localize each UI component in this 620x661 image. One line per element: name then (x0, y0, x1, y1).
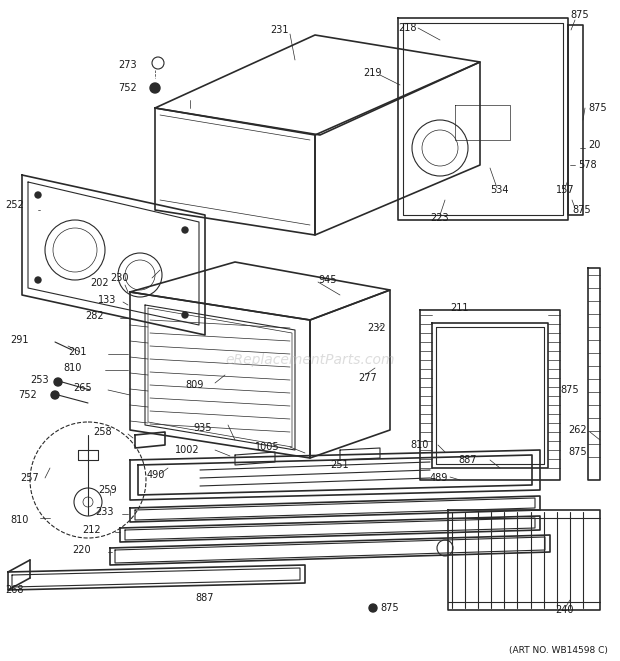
Text: 233: 233 (95, 507, 113, 517)
Text: (ART NO. WB14598 C): (ART NO. WB14598 C) (509, 646, 608, 654)
Circle shape (150, 83, 160, 93)
Text: 810: 810 (410, 440, 428, 450)
Circle shape (369, 604, 377, 612)
Text: 752: 752 (18, 390, 37, 400)
Text: 20: 20 (588, 140, 600, 150)
Text: 268: 268 (5, 585, 24, 595)
Text: 875: 875 (560, 385, 578, 395)
Text: 1002: 1002 (175, 445, 200, 455)
Text: 489: 489 (430, 473, 448, 483)
Text: 219: 219 (363, 68, 381, 78)
Text: 875: 875 (572, 205, 591, 215)
Text: 875: 875 (568, 447, 587, 457)
Text: 887: 887 (195, 593, 213, 603)
Text: 1005: 1005 (255, 442, 280, 452)
Text: 211: 211 (450, 303, 469, 313)
Text: 875: 875 (588, 103, 606, 113)
Text: 202: 202 (90, 278, 108, 288)
Text: 157: 157 (556, 185, 575, 195)
Text: 490: 490 (147, 470, 166, 480)
Circle shape (35, 192, 41, 198)
Text: 810: 810 (10, 515, 29, 525)
Text: 252: 252 (5, 200, 24, 210)
Text: 258: 258 (93, 427, 112, 437)
Circle shape (182, 227, 188, 233)
Text: 265: 265 (73, 383, 92, 393)
Text: 282: 282 (85, 311, 104, 321)
Text: 231: 231 (270, 25, 288, 35)
Text: 578: 578 (578, 160, 596, 170)
Text: 291: 291 (10, 335, 29, 345)
Text: 133: 133 (98, 295, 117, 305)
Text: 262: 262 (568, 425, 587, 435)
Text: 809: 809 (185, 380, 203, 390)
Text: 534: 534 (490, 185, 508, 195)
Text: 201: 201 (68, 347, 87, 357)
Text: 277: 277 (358, 373, 377, 383)
Text: 875: 875 (380, 603, 399, 613)
Text: 212: 212 (82, 525, 100, 535)
Circle shape (51, 391, 59, 399)
Text: 257: 257 (20, 473, 38, 483)
Text: 259: 259 (98, 485, 117, 495)
Text: 273: 273 (118, 60, 136, 70)
Circle shape (54, 378, 62, 386)
Text: 218: 218 (398, 23, 417, 33)
Text: 945: 945 (318, 275, 337, 285)
Text: 935: 935 (193, 423, 211, 433)
Text: eReplacementParts.com: eReplacementParts.com (225, 353, 395, 367)
Text: 752: 752 (118, 83, 137, 93)
Text: 887: 887 (458, 455, 477, 465)
Text: 220: 220 (72, 545, 91, 555)
Text: 232: 232 (367, 323, 386, 333)
Circle shape (35, 277, 41, 283)
Text: 230: 230 (110, 273, 128, 283)
Text: 240: 240 (555, 605, 574, 615)
Text: 251: 251 (330, 460, 348, 470)
Text: 223: 223 (430, 213, 449, 223)
Text: 875: 875 (570, 10, 588, 20)
Text: 253: 253 (30, 375, 48, 385)
Text: 810: 810 (63, 363, 81, 373)
Circle shape (182, 312, 188, 318)
